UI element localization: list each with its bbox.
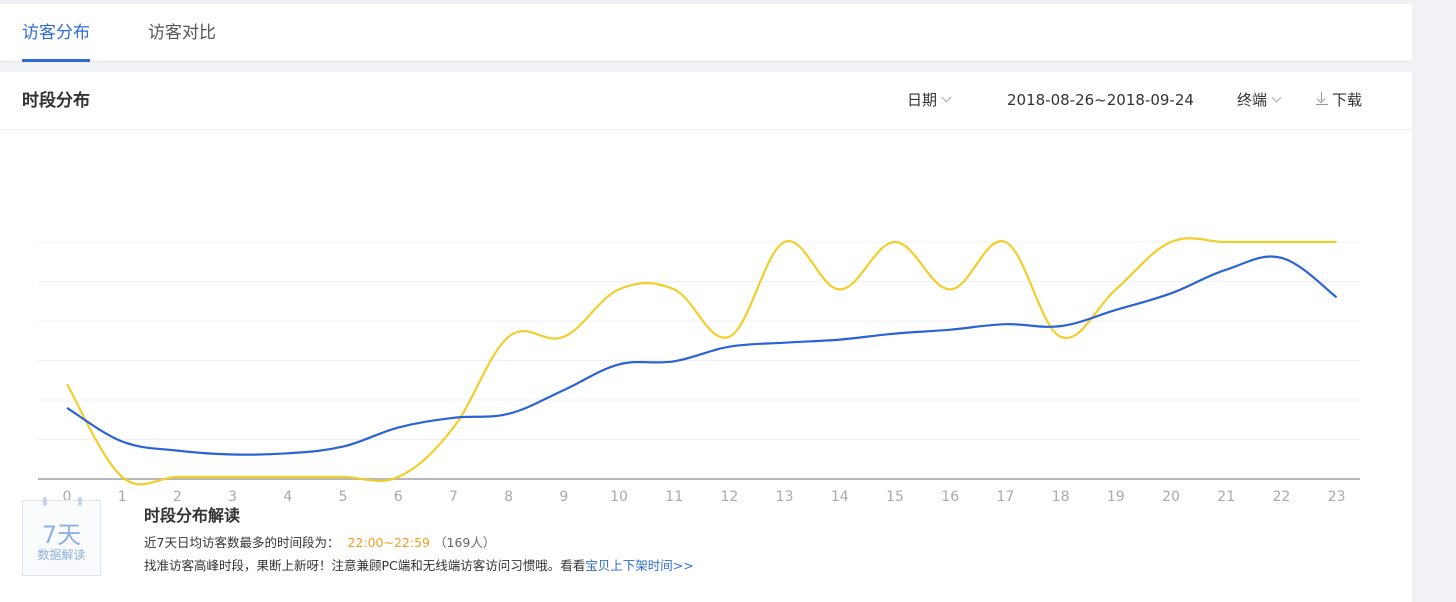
- peak-time-range: 22:00~22:59: [347, 535, 430, 550]
- x-tick-label: 17: [996, 489, 1014, 505]
- date-dropdown-label: 日期: [907, 91, 938, 109]
- peak-visitor-count: （169人）: [434, 535, 496, 550]
- series-line-yellow: [66, 237, 1337, 486]
- terminal-dropdown[interactable]: 终端: [1237, 72, 1282, 128]
- x-tick-label: 0: [63, 489, 72, 505]
- x-tick-label: 9: [559, 489, 568, 505]
- seven-day-interpretation-badge: 7天 数据解读: [22, 497, 101, 576]
- x-tick-label: 8: [504, 489, 513, 505]
- x-tick-label: 15: [886, 489, 904, 505]
- series-line-blue: [66, 255, 1338, 456]
- date-range-picker[interactable]: 2018-08-26~2018-09-24: [1007, 72, 1194, 128]
- x-tick-label: 4: [283, 489, 292, 505]
- x-tick-label: 23: [1328, 489, 1346, 505]
- interpretation-peak-line: 近7天日均访客数最多的时间段为： 22:00~22:59 （169人）: [144, 532, 495, 551]
- calendar-ring: [78, 497, 82, 506]
- tab-bar: 访客分布 访客对比: [0, 4, 1412, 62]
- x-tick-label: 11: [665, 489, 683, 505]
- x-tick-label: 6: [394, 489, 403, 505]
- tab-visitor-distribution[interactable]: 访客分布: [22, 4, 90, 62]
- x-tick-label: 3: [228, 489, 237, 505]
- calendar-ring: [43, 497, 47, 506]
- x-tick-label: 21: [1217, 489, 1235, 505]
- x-tick-label: 12: [720, 489, 738, 505]
- chevron-down-icon: [941, 92, 952, 103]
- panel-header: 时段分布 日期 2018-08-26~2018-09-24 终端 下载: [0, 72, 1412, 130]
- x-tick-label: 22: [1272, 489, 1290, 505]
- x-tick-label: 20: [1162, 489, 1180, 505]
- x-tick-label: 7: [449, 489, 458, 505]
- x-tick-label: 1: [118, 489, 127, 505]
- listing-time-link[interactable]: 宝贝上下架时间>>: [585, 558, 694, 573]
- panel-title: 时段分布: [22, 91, 90, 111]
- download-label: 下载: [1332, 91, 1363, 109]
- date-range-text: 2018-08-26~2018-09-24: [1007, 91, 1194, 109]
- tab-label: 访客分布: [22, 23, 90, 43]
- x-tick-label: 16: [941, 489, 959, 505]
- x-tick-label: 10: [610, 489, 628, 505]
- terminal-dropdown-label: 终端: [1237, 91, 1268, 109]
- interpretation-tip-line: 找准访客高峰时段，果断上新呀！注意兼顾PC端和无线端访客访问习惯哦。看看宝贝上下…: [144, 555, 694, 574]
- x-tick-label: 19: [1107, 489, 1125, 505]
- chevron-down-icon: [1271, 92, 1282, 103]
- tab-active-underline: [22, 59, 90, 62]
- peak-prefix: 近7天日均访客数最多的时间段为：: [144, 535, 340, 550]
- tab-visitor-comparison[interactable]: 访客对比: [148, 4, 216, 62]
- download-icon: [1316, 92, 1328, 106]
- time-distribution-chart: 0 1 2 3 4 5 6 7 8 9 10 11 12 13 14 15 16 17 18 19 20 21 22 23: [38, 237, 1360, 505]
- x-tick-label: 2: [173, 489, 182, 505]
- tab-label: 访客对比: [148, 23, 216, 43]
- badge-small-text: 数据解读: [37, 548, 86, 562]
- badge-big-text: 7天: [41, 521, 82, 549]
- x-tick-label: 18: [1052, 489, 1070, 505]
- tip-text: 找准访客高峰时段，果断上新呀！注意兼顾PC端和无线端访客访问习惯哦。看看: [144, 558, 586, 573]
- download-button[interactable]: 下载: [1316, 72, 1362, 128]
- x-tick-label: 13: [776, 489, 794, 505]
- date-dropdown[interactable]: 日期: [907, 72, 952, 128]
- x-tick-label: 5: [339, 489, 348, 505]
- x-tick-label: 14: [831, 489, 849, 505]
- interpretation-title: 时段分布解读: [144, 506, 241, 525]
